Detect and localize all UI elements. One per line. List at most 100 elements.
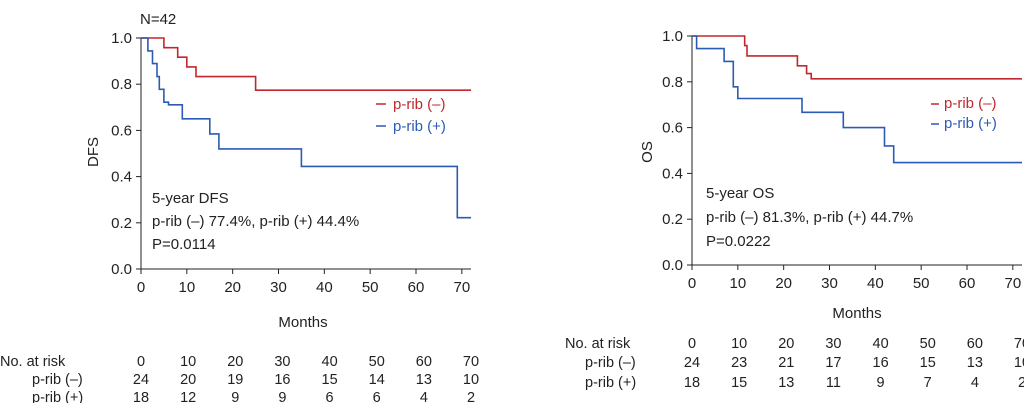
os-risk-time: 40 (873, 336, 889, 352)
os-x-axis-title: Months (832, 305, 881, 322)
dfs-y-tick-label: 0.2 (111, 215, 132, 232)
dfs-x-axis-title: Months (278, 314, 327, 331)
os-risk-value: 13 (967, 355, 983, 371)
os-x-tick-label: 40 (867, 275, 884, 292)
os-risk-value: 11 (826, 375, 841, 391)
os-x-tick-label: 30 (821, 275, 838, 292)
dfs-y-tick-label: 1.0 (111, 30, 132, 47)
dfs-x-tick-label: 0 (137, 279, 145, 296)
dfs-annotation-rates: p-rib (–) 77.4%, p-rib (+) 44.4% (152, 213, 359, 230)
dfs-risk-time: 0 (137, 354, 145, 370)
dfs-risk-row-neg-label: p-rib (–) (32, 372, 83, 388)
dfs-risk-value: 6 (326, 390, 334, 403)
os-x-tick-label: 60 (959, 275, 976, 292)
dfs-y-tick-label: 0.0 (111, 261, 132, 278)
dfs-x-tick-label: 40 (316, 279, 333, 296)
os-risk-time: 20 (778, 336, 794, 352)
os-risk-value: 15 (920, 355, 936, 371)
os-risk-time: 50 (920, 336, 936, 352)
os-survival-curve-pos (692, 35, 1022, 164)
os-y-tick-label: 1.0 (662, 28, 683, 45)
dfs-y-tick-label: 0.4 (111, 169, 132, 186)
os-risk-value: 4 (971, 375, 979, 391)
dfs-risk-value: 6 (373, 390, 381, 403)
dfs-risk-time: 10 (180, 354, 196, 370)
os-risk-time: 10 (731, 336, 747, 352)
dfs-risk-time: 70 (463, 354, 479, 370)
dfs-x-tick-label: 70 (453, 279, 470, 296)
dfs-risk-value: 24 (133, 372, 149, 388)
os-annotation-title: 5-year OS (706, 185, 774, 202)
dfs-y-tick-label: 0.6 (111, 122, 132, 139)
os-y-tick-label: 0.4 (662, 165, 683, 182)
dfs-risk-header: No. at risk (0, 354, 66, 370)
dfs-legend-label-neg: p-rib (–) (393, 96, 446, 113)
os-risk-value: 24 (684, 355, 700, 371)
os-annotation-rates: p-rib (–) 81.3%, p-rib (+) 44.7% (706, 209, 913, 226)
os-risk-value: 7 (924, 375, 932, 391)
os-risk-value: 10 (1014, 355, 1024, 371)
os-risk-row-neg-label: p-rib (–) (585, 355, 636, 371)
dfs-risk-value: 18 (133, 390, 149, 403)
os-survival-curve-neg (692, 35, 1022, 80)
os-x-tick-label: 50 (913, 275, 930, 292)
dfs-y-axis-title: DFS (85, 137, 102, 167)
dfs-n-label: N=42 (140, 11, 176, 28)
dfs-annotation-title: 5-year DFS (152, 190, 229, 207)
os-x-tick-label: 20 (775, 275, 792, 292)
dfs-risk-time: 30 (274, 354, 290, 370)
dfs-risk-time: 50 (369, 354, 385, 370)
os-panel: OS Months 5-year OS p-rib (–) 81.3%, p-r… (565, 28, 1024, 391)
os-x-tick-label: 10 (729, 275, 746, 292)
dfs-risk-value: 20 (180, 372, 196, 388)
dfs-risk-value: 15 (322, 372, 338, 388)
os-risk-value: 2 (1018, 375, 1024, 391)
dfs-y-tick-label: 0.8 (111, 76, 132, 93)
os-risk-value: 17 (825, 355, 841, 371)
dfs-risk-value: 19 (227, 372, 243, 388)
os-risk-value: 23 (731, 355, 747, 371)
dfs-risk-value: 13 (416, 372, 432, 388)
dfs-panel: N=42 DFS Months 5-year DFS p-rib (–) 77.… (0, 11, 479, 403)
dfs-risk-value: 10 (463, 372, 479, 388)
os-risk-row-pos-label: p-rib (+) (585, 375, 636, 391)
os-legend-label-neg: p-rib (–) (944, 95, 997, 112)
os-y-tick-label: 0.6 (662, 120, 683, 137)
dfs-x-tick-label: 30 (270, 279, 287, 296)
dfs-risk-value: 12 (180, 390, 196, 403)
dfs-survival-curve-pos (141, 37, 471, 219)
dfs-x-tick-label: 60 (408, 279, 425, 296)
dfs-risk-row-pos-label: p-rib (+) (32, 390, 83, 403)
os-annotation-pvalue: P=0.0222 (706, 233, 771, 250)
os-x-tick-label: 0 (688, 275, 696, 292)
os-legend-label-pos: p-rib (+) (944, 115, 997, 132)
os-risk-time: 30 (825, 336, 841, 352)
os-x-tick-label: 70 (1004, 275, 1021, 292)
os-risk-value: 16 (873, 355, 889, 371)
os-risk-time: 70 (1014, 336, 1024, 352)
dfs-risk-time: 20 (227, 354, 243, 370)
dfs-risk-value: 4 (420, 390, 428, 403)
dfs-risk-time: 60 (416, 354, 432, 370)
os-y-axis-title: OS (639, 141, 656, 163)
os-risk-value: 21 (778, 355, 794, 371)
os-y-tick-label: 0.2 (662, 211, 683, 228)
os-y-tick-label: 0.0 (662, 257, 683, 274)
dfs-risk-value: 9 (278, 390, 286, 403)
dfs-risk-value: 9 (231, 390, 239, 403)
dfs-x-tick-label: 10 (178, 279, 195, 296)
dfs-annotation-pvalue: P=0.0114 (152, 236, 216, 253)
os-risk-header: No. at risk (565, 336, 631, 352)
dfs-x-tick-label: 50 (362, 279, 379, 296)
os-y-tick-label: 0.8 (662, 74, 683, 91)
dfs-risk-time: 40 (322, 354, 338, 370)
os-risk-time: 0 (688, 336, 696, 352)
dfs-risk-value: 14 (369, 372, 385, 388)
os-risk-value: 9 (877, 375, 885, 391)
dfs-survival-curve-neg (141, 37, 471, 91)
os-risk-value: 18 (684, 375, 700, 391)
dfs-risk-value: 16 (274, 372, 290, 388)
os-risk-value: 13 (778, 375, 794, 391)
dfs-legend-label-pos: p-rib (+) (393, 118, 446, 135)
